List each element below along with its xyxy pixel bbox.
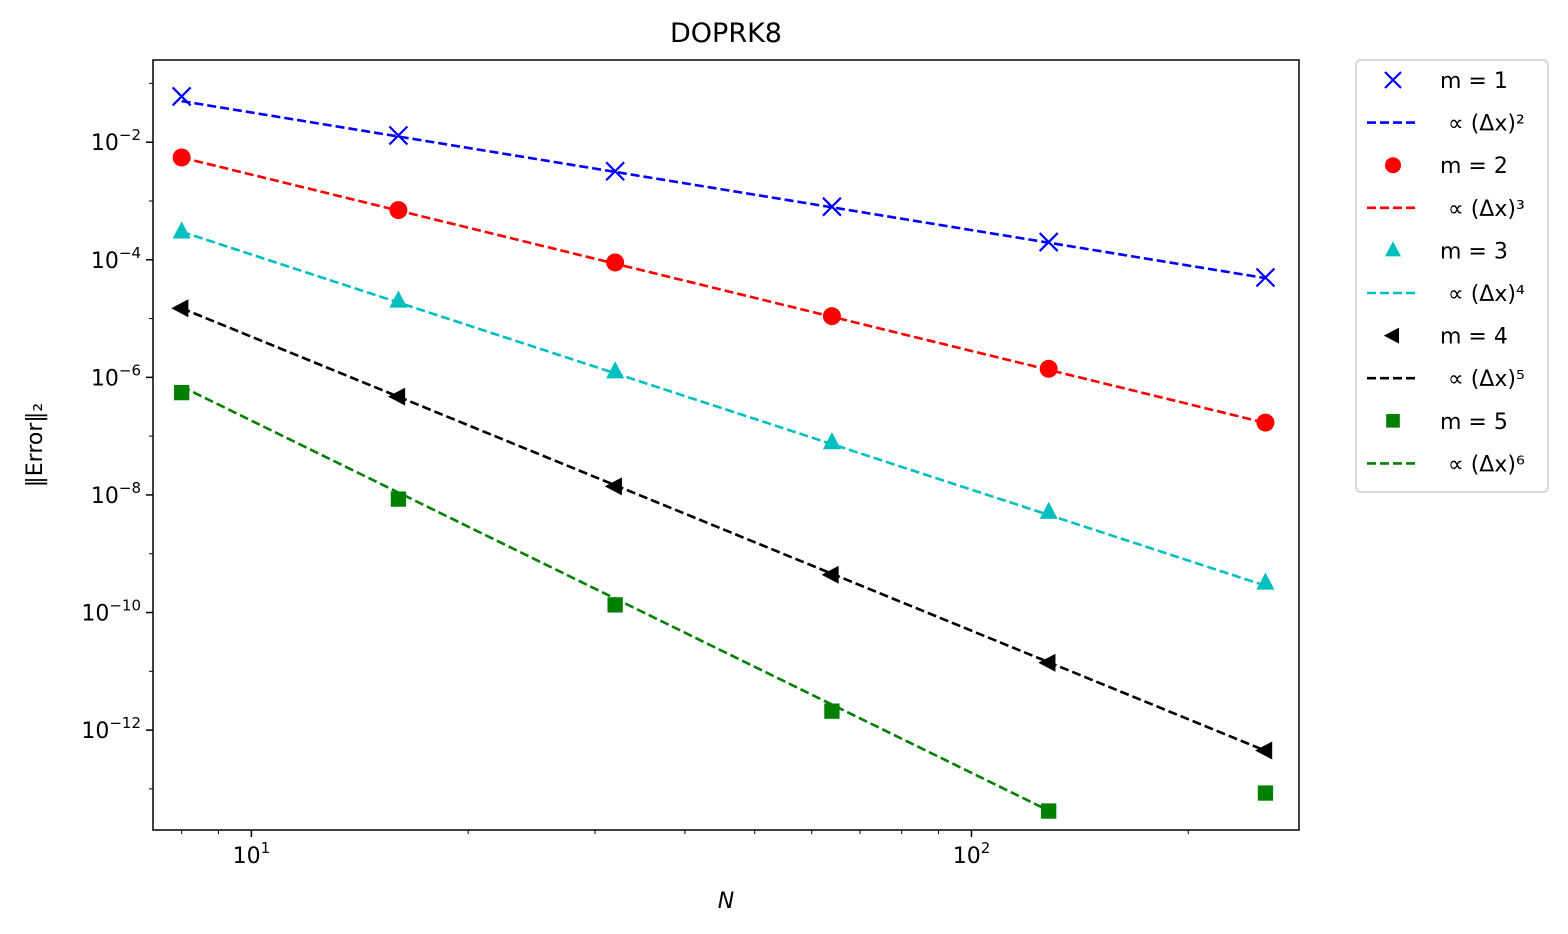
fit-line-3 <box>181 156 1266 425</box>
legend-entry-label: m = 2 <box>1440 154 1508 179</box>
data-point <box>389 201 408 220</box>
legend-entry-label: ∝ (Δx)⁴ <box>1448 282 1525 307</box>
legend-entry-label: m = 5 <box>1440 410 1508 435</box>
axis-ticks: 101 102 10−2 10−4 10−6 10−8 10−10 10−12 <box>81 82 1189 869</box>
data-point <box>821 565 839 584</box>
fit-line-7 <box>181 306 1266 752</box>
x-tick-label: 102 <box>953 839 991 869</box>
data-point <box>1256 572 1275 590</box>
legend-marker-handle <box>1386 414 1400 428</box>
y-tick-label: 10−4 <box>91 244 141 274</box>
data-point <box>1256 413 1275 432</box>
data-point <box>822 432 841 450</box>
data-point <box>171 299 189 318</box>
data-point <box>1041 803 1057 819</box>
data-point <box>390 491 407 507</box>
legend: m = 1 ∝ (Δx)² m = 2 ∝ (Δx)³ m = 3 ∝ (Δx)⁴ m = … <box>1355 59 1549 493</box>
y-axis-label: ‖Error‖₂ <box>23 403 48 487</box>
y-tick-label: 10−8 <box>91 479 141 509</box>
data-point <box>389 290 408 308</box>
data-point <box>1038 653 1056 672</box>
x-tick-label: 101 <box>233 839 271 869</box>
data-point <box>1255 741 1273 760</box>
data-point <box>172 221 191 239</box>
plot-frame <box>152 59 1300 831</box>
data-point <box>388 387 406 406</box>
legend-entry-label: m = 1 <box>1440 69 1508 94</box>
y-tick-label: 10−2 <box>91 126 141 156</box>
legend-entry-label: ∝ (Δx)⁶ <box>1448 452 1525 477</box>
fit-line-1 <box>181 99 1266 280</box>
data-point <box>1257 785 1274 801</box>
data-point <box>1038 232 1059 252</box>
plot-area <box>171 86 1276 819</box>
data-point <box>606 361 625 379</box>
data-point <box>606 253 625 272</box>
data-point <box>604 477 622 496</box>
legend-entry-label: m = 3 <box>1440 239 1508 264</box>
y-tick-label: 10−12 <box>81 714 141 744</box>
data-point <box>1039 501 1058 519</box>
legend-entry-label: ∝ (Δx)⁵ <box>1448 367 1525 392</box>
data-point <box>607 597 623 613</box>
legend-marker-handle <box>1383 327 1399 344</box>
legend-entry-label: m = 4 <box>1440 325 1508 350</box>
x-axis-label: N <box>718 889 734 914</box>
data-point <box>605 161 625 182</box>
chart-title: DOPRK8 <box>670 18 782 49</box>
legend-entry-label: ∝ (Δx)³ <box>1448 197 1525 222</box>
data-point <box>822 307 841 326</box>
legend-marker-handle <box>1385 157 1401 174</box>
legend-entry-label: ∝ (Δx)² <box>1448 112 1525 137</box>
legend-marker-handle <box>1384 71 1402 89</box>
data-point <box>388 125 409 146</box>
y-tick-label: 10−10 <box>81 597 141 627</box>
legend-marker-handle <box>1385 241 1401 257</box>
legend-box <box>1355 59 1549 493</box>
y-tick-label: 10−6 <box>91 361 141 391</box>
data-point <box>824 703 840 719</box>
data-point <box>1255 267 1276 288</box>
data-point <box>1039 359 1058 378</box>
fit-line-5 <box>181 230 1266 587</box>
data-point <box>171 86 192 107</box>
data-point <box>172 148 191 167</box>
data-point <box>822 196 842 217</box>
data-point <box>173 384 190 401</box>
